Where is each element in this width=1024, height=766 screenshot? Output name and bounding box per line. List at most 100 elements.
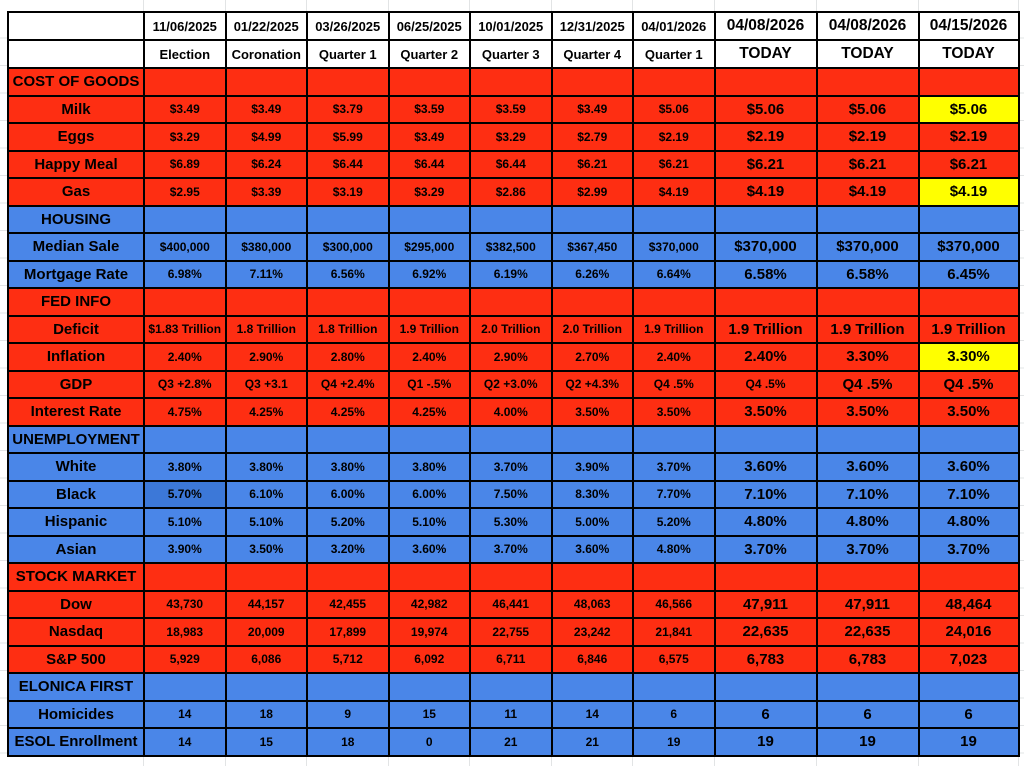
value-cell[interactable]: $4.19 [632, 177, 716, 207]
value-cell[interactable]: $6.24 [224, 149, 308, 179]
value-cell[interactable]: 4.80% [632, 534, 716, 564]
value-cell[interactable]: 6.58% [713, 259, 818, 289]
section-empty-cell[interactable] [550, 562, 634, 592]
section-empty-cell[interactable] [713, 67, 818, 97]
value-cell[interactable]: 2.40% [387, 342, 471, 372]
section-empty-cell[interactable] [713, 204, 818, 234]
value-cell[interactable]: 18 [224, 699, 308, 729]
section-empty-cell[interactable] [224, 204, 308, 234]
value-cell[interactable]: 46,566 [632, 589, 716, 619]
value-cell[interactable]: $2.95 [143, 177, 227, 207]
value-cell[interactable]: 44,157 [224, 589, 308, 619]
section-empty-cell[interactable] [306, 67, 390, 97]
section-empty-cell[interactable] [917, 672, 1020, 702]
value-cell[interactable]: $3.79 [306, 94, 390, 124]
value-cell[interactable]: 6,575 [632, 644, 716, 674]
section-empty-cell[interactable] [917, 67, 1020, 97]
column-date-header[interactable]: 04/15/2026 [917, 11, 1020, 41]
row-label[interactable]: Hispanic [7, 507, 145, 537]
row-label[interactable]: Nasdaq [7, 617, 145, 647]
section-empty-cell[interactable] [224, 562, 308, 592]
value-cell[interactable]: $2.19 [713, 122, 818, 152]
value-cell[interactable]: $3.29 [387, 177, 471, 207]
value-cell[interactable]: 6.19% [469, 259, 553, 289]
value-cell[interactable]: 6.92% [387, 259, 471, 289]
row-label[interactable]: GDP [7, 369, 145, 399]
value-cell[interactable]: 5,929 [143, 644, 227, 674]
column-date-header[interactable]: 04/08/2026 [713, 11, 818, 41]
value-cell[interactable]: 19,974 [387, 617, 471, 647]
value-cell[interactable]: Q4 .5% [632, 369, 716, 399]
column-label-header[interactable]: TODAY [713, 39, 818, 69]
value-cell[interactable]: 4.00% [469, 397, 553, 427]
value-cell[interactable]: $2.19 [632, 122, 716, 152]
column-date-header[interactable]: 04/08/2026 [815, 11, 920, 41]
value-cell[interactable]: 22,755 [469, 617, 553, 647]
value-cell[interactable]: 1.9 Trillion [632, 314, 716, 344]
value-cell[interactable]: 3.80% [306, 452, 390, 482]
value-cell[interactable]: 7,023 [917, 644, 1020, 674]
value-cell[interactable]: $4.19 [713, 177, 818, 207]
value-cell[interactable]: 24,016 [917, 617, 1020, 647]
value-cell[interactable]: 5.10% [224, 507, 308, 537]
row-label[interactable]: Eggs [7, 122, 145, 152]
value-cell[interactable]: 6.64% [632, 259, 716, 289]
row-label[interactable]: S&P 500 [7, 644, 145, 674]
column-date-header[interactable]: 06/25/2025 [387, 11, 471, 41]
value-cell[interactable]: 6.26% [550, 259, 634, 289]
value-cell[interactable]: Q1 -.5% [387, 369, 471, 399]
value-cell[interactable]: 3.70% [632, 452, 716, 482]
value-cell[interactable]: 6.58% [815, 259, 920, 289]
value-cell[interactable]: 5.70% [143, 479, 227, 509]
value-cell[interactable]: $295,000 [387, 232, 471, 262]
value-cell[interactable]: 3.50% [917, 397, 1020, 427]
row-label[interactable]: Happy Meal [7, 149, 145, 179]
value-cell[interactable]: $4.19 [815, 177, 920, 207]
section-empty-cell[interactable] [469, 562, 553, 592]
value-cell[interactable]: 6 [815, 699, 920, 729]
section-empty-cell[interactable] [713, 424, 818, 454]
row-label[interactable]: Gas [7, 177, 145, 207]
value-cell[interactable]: Q4 .5% [713, 369, 818, 399]
value-cell[interactable]: 6.98% [143, 259, 227, 289]
value-cell[interactable]: 4.75% [143, 397, 227, 427]
value-cell[interactable]: 3.30% [917, 342, 1020, 372]
value-cell[interactable]: Q3 +2.8% [143, 369, 227, 399]
value-cell[interactable]: 2.0 Trillion [550, 314, 634, 344]
value-cell[interactable]: 0 [387, 727, 471, 757]
value-cell[interactable]: 6 [713, 699, 818, 729]
value-cell[interactable]: 7.10% [917, 479, 1020, 509]
section-empty-cell[interactable] [143, 287, 227, 317]
value-cell[interactable]: 3.50% [713, 397, 818, 427]
value-cell[interactable]: $400,000 [143, 232, 227, 262]
value-cell[interactable]: 3.70% [815, 534, 920, 564]
value-cell[interactable]: 6,783 [815, 644, 920, 674]
value-cell[interactable]: 1.8 Trillion [224, 314, 308, 344]
value-cell[interactable]: 2.0 Trillion [469, 314, 553, 344]
value-cell[interactable]: 20,009 [224, 617, 308, 647]
value-cell[interactable]: Q3 +3.1 [224, 369, 308, 399]
value-cell[interactable]: 2.70% [550, 342, 634, 372]
value-cell[interactable]: 4.80% [713, 507, 818, 537]
value-cell[interactable]: 48,464 [917, 589, 1020, 619]
value-cell[interactable]: $3.49 [550, 94, 634, 124]
value-cell[interactable]: 6.00% [387, 479, 471, 509]
value-cell[interactable]: 5,712 [306, 644, 390, 674]
value-cell[interactable]: 1.9 Trillion [713, 314, 818, 344]
column-label-header[interactable]: Quarter 4 [550, 39, 634, 69]
value-cell[interactable]: 22,635 [815, 617, 920, 647]
value-cell[interactable]: 3.70% [917, 534, 1020, 564]
value-cell[interactable]: 42,982 [387, 589, 471, 619]
value-cell[interactable]: $300,000 [306, 232, 390, 262]
section-empty-cell[interactable] [550, 67, 634, 97]
value-cell[interactable]: $3.29 [469, 122, 553, 152]
section-header[interactable]: FED INFO [7, 287, 145, 317]
section-empty-cell[interactable] [306, 424, 390, 454]
value-cell[interactable]: 6.45% [917, 259, 1020, 289]
section-empty-cell[interactable] [815, 424, 920, 454]
value-cell[interactable]: 1.8 Trillion [306, 314, 390, 344]
row-label[interactable]: Median Sale [7, 232, 145, 262]
value-cell[interactable]: 14 [143, 699, 227, 729]
value-cell[interactable]: $2.79 [550, 122, 634, 152]
value-cell[interactable]: 17,899 [306, 617, 390, 647]
